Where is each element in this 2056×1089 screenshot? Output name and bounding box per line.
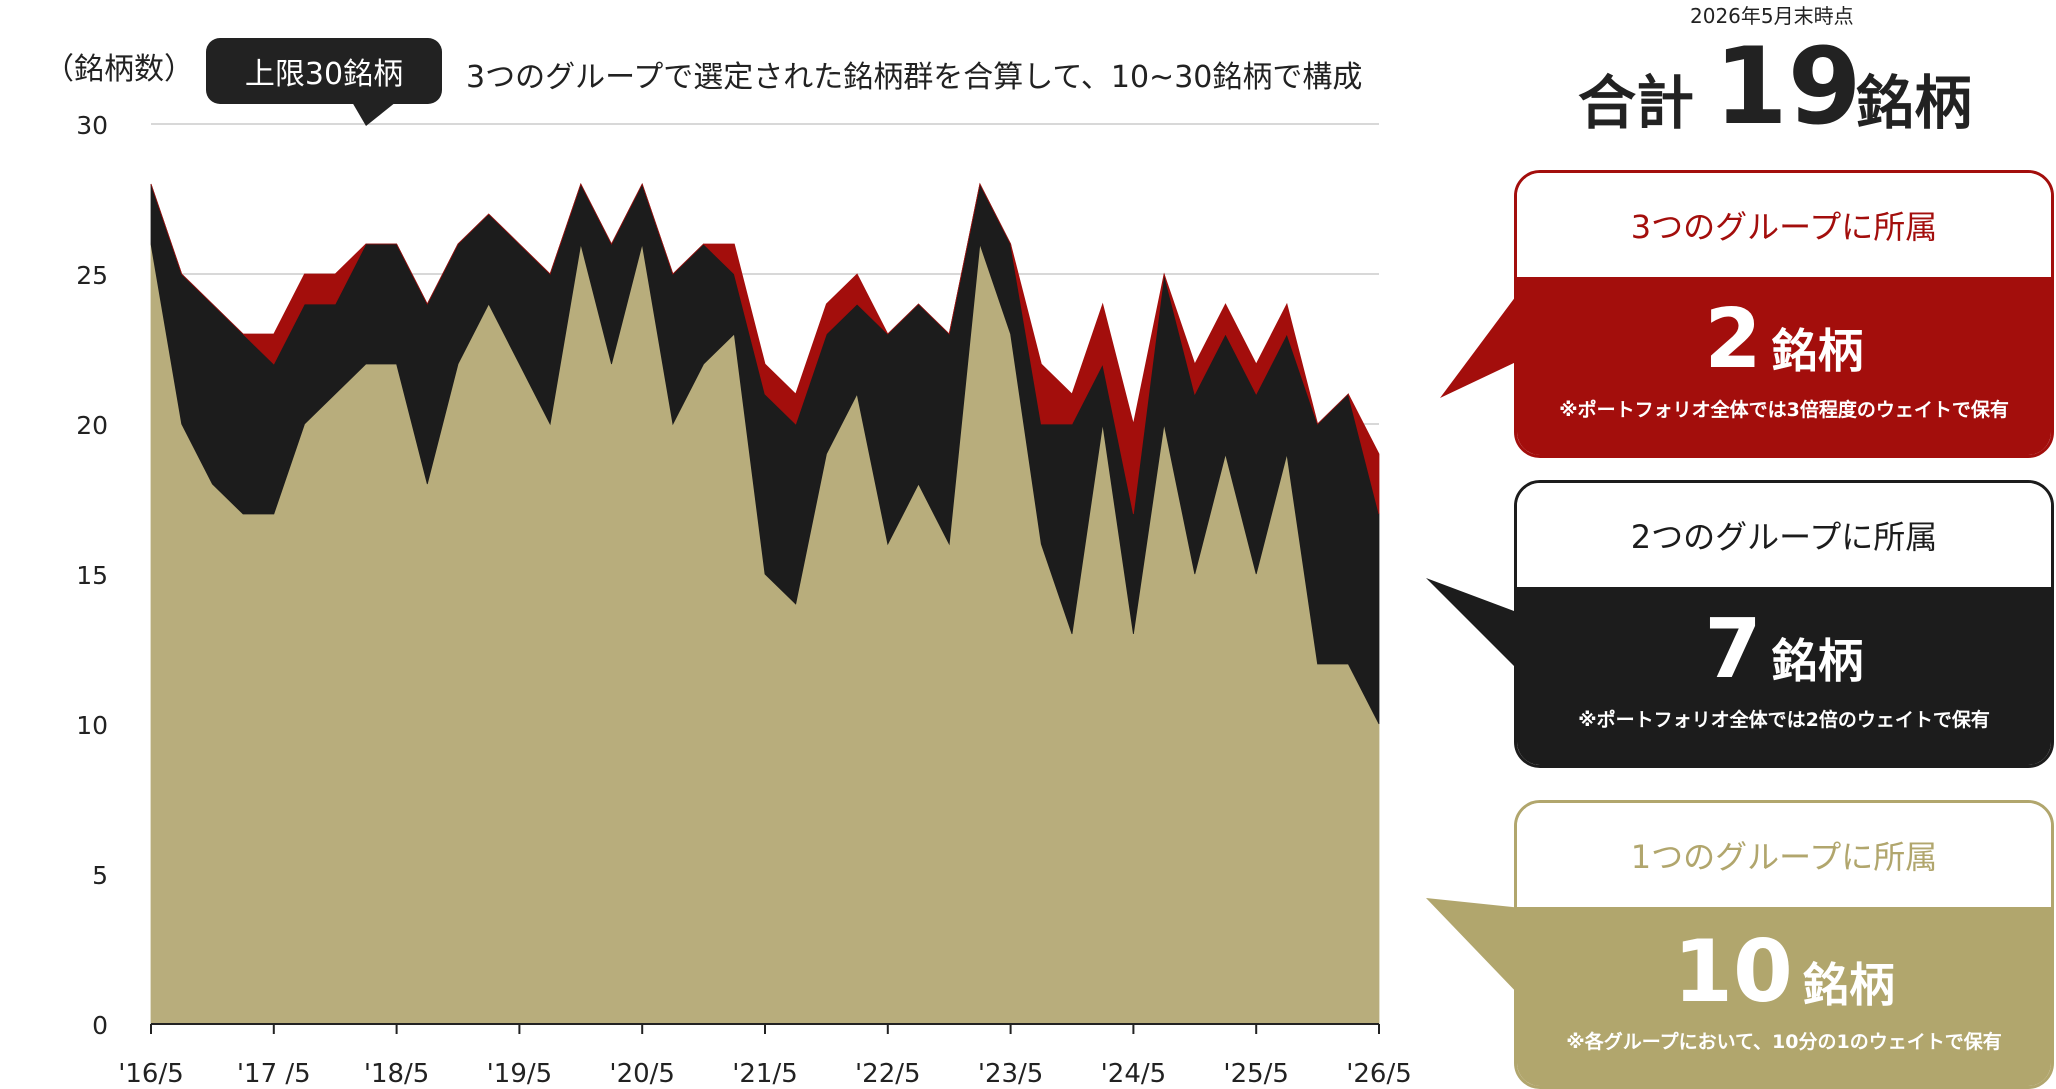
pointer-two <box>1426 578 1522 674</box>
x-tick-label: '22/5 <box>855 1059 921 1089</box>
y-tick-label: 15 <box>76 561 108 590</box>
x-tick-label: '18/5 <box>364 1059 430 1089</box>
card-three-groups: 3つのグループに所属 2 銘柄 ※ポートフォリオ全体では3倍程度のウェイトで保有 <box>1514 170 2054 458</box>
pointer-three <box>1440 296 1516 398</box>
card-two-count: 7 <box>1704 602 1762 697</box>
y-tick-label: 30 <box>76 111 108 140</box>
y-tick-label: 5 <box>92 861 108 890</box>
card-two-title: 2つのグループに所属 <box>1517 483 2051 587</box>
y-axis-label: （銘柄数） <box>44 52 194 87</box>
card-three-body: 2 銘柄 ※ポートフォリオ全体では3倍程度のウェイトで保有 <box>1517 277 2051 455</box>
card-one-unit: 銘柄 <box>1802 958 1895 1012</box>
total-prefix: 合計 <box>1578 69 1695 137</box>
card-three-count: 2 <box>1704 292 1762 387</box>
y-tick-label: 10 <box>76 711 108 740</box>
card-two-unit: 銘柄 <box>1771 634 1864 688</box>
x-tick-label: '19/5 <box>487 1059 553 1089</box>
card-three-title: 3つのグループに所属 <box>1517 173 2051 277</box>
pointer-one <box>1426 898 1522 998</box>
y-tick-label: 25 <box>76 261 108 290</box>
total-count: 合計 19 銘柄 <box>1578 25 1998 148</box>
card-three-note: ※ポートフォリオ全体では3倍程度のウェイトで保有 <box>1559 399 2009 421</box>
as-of-date: 2026年5月末時点 <box>1690 4 1854 28</box>
area-series <box>150 182 1380 515</box>
total-number: 19 <box>1714 25 1862 148</box>
card-two-note: ※ポートフォリオ全体では2倍のウェイトで保有 <box>1578 709 1990 731</box>
card-one-count: 10 <box>1673 922 1793 1022</box>
limit-tag: 上限30銘柄 <box>206 38 442 104</box>
card-one-group: 1つのグループに所属 10 銘柄 ※各グループにおいて、10分の1のウェイトで保… <box>1514 800 2054 1089</box>
x-tick-label: '26/5 <box>1346 1059 1412 1089</box>
x-tick-label: '24/5 <box>1101 1059 1167 1089</box>
y-tick-label: 0 <box>92 1011 108 1040</box>
card-three-unit: 銘柄 <box>1771 324 1864 378</box>
card-two-groups: 2つのグループに所属 7 銘柄 ※ポートフォリオ全体では2倍のウェイトで保有 <box>1514 480 2054 768</box>
limit-tag-tail <box>352 102 396 126</box>
x-tick-label: '21/5 <box>732 1059 798 1089</box>
x-tick-label: '16/5 <box>118 1059 184 1089</box>
card-one-note: ※各グループにおいて、10分の1のウェイトで保有 <box>1566 1031 2002 1053</box>
x-tick-label: '17 /5 <box>237 1059 311 1089</box>
card-one-title: 1つのグループに所属 <box>1517 803 2051 907</box>
chart-headline: 3つのグループで選定された銘柄群を合算して、10~30銘柄で構成 <box>466 60 1363 95</box>
x-tick-label: '20/5 <box>609 1059 675 1089</box>
y-tick-label: 20 <box>76 411 108 440</box>
x-tick-label: '23/5 <box>978 1059 1044 1089</box>
total-suffix: 銘柄 <box>1856 69 1973 137</box>
card-two-body: 7 銘柄 ※ポートフォリオ全体では2倍のウェイトで保有 <box>1517 587 2051 765</box>
x-tick-label: '25/5 <box>1223 1059 1289 1089</box>
card-one-body: 10 銘柄 ※各グループにおいて、10分の1のウェイトで保有 <box>1517 907 2051 1086</box>
